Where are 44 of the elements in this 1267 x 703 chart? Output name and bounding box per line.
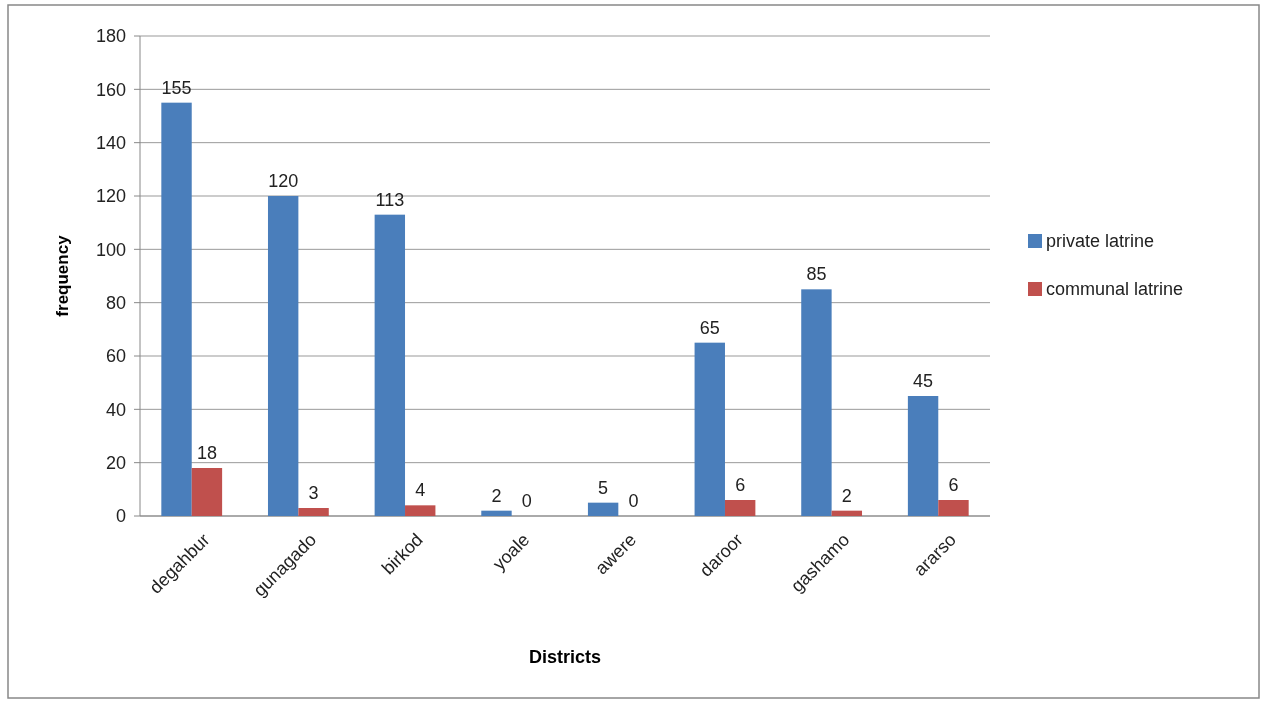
y-tick-label: 60 [105, 346, 126, 367]
data-label: 45 [913, 371, 934, 391]
data-label: 155 [161, 77, 192, 98]
data-label: 113 [375, 189, 405, 210]
bar [405, 505, 436, 516]
bar [587, 502, 619, 516]
bar [724, 500, 756, 516]
y-tick-label: 80 [105, 292, 126, 313]
x-axis-title: Districts [528, 647, 602, 667]
data-label: 2 [841, 485, 852, 506]
bar [161, 102, 192, 516]
legend-label: private latrine [1046, 231, 1155, 252]
bar [481, 510, 512, 516]
data-label: 2 [491, 485, 502, 506]
legend-label: communal latrine [1046, 279, 1184, 300]
data-label: 120 [268, 171, 299, 191]
bar [694, 342, 725, 516]
bar [801, 289, 832, 516]
y-tick-label: 40 [105, 399, 126, 420]
data-label: 65 [699, 317, 720, 338]
y-tick-label: 120 [95, 186, 126, 207]
y-tick-label: 20 [105, 452, 126, 473]
data-label: 4 [415, 480, 426, 501]
data-label: 0 [628, 491, 639, 511]
data-label: 0 [521, 491, 532, 511]
y-axis-title: frequency [53, 234, 72, 317]
y-tick-label: 180 [95, 26, 126, 47]
data-label: 5 [598, 477, 609, 498]
bar [907, 396, 939, 516]
y-tick-label: 100 [95, 239, 126, 260]
data-label: 6 [735, 475, 746, 495]
bar [831, 510, 863, 516]
y-tick-label: 0 [115, 506, 126, 527]
data-label: 85 [806, 264, 827, 285]
data-label: 6 [948, 475, 959, 495]
data-label: 18 [196, 443, 217, 463]
y-tick-label: 160 [95, 79, 126, 100]
bar [938, 500, 969, 516]
y-tick-label: 140 [95, 132, 126, 153]
bar [267, 196, 299, 516]
bar [298, 508, 329, 516]
data-label: 3 [308, 483, 319, 503]
bar [374, 214, 406, 516]
bar [191, 468, 223, 516]
